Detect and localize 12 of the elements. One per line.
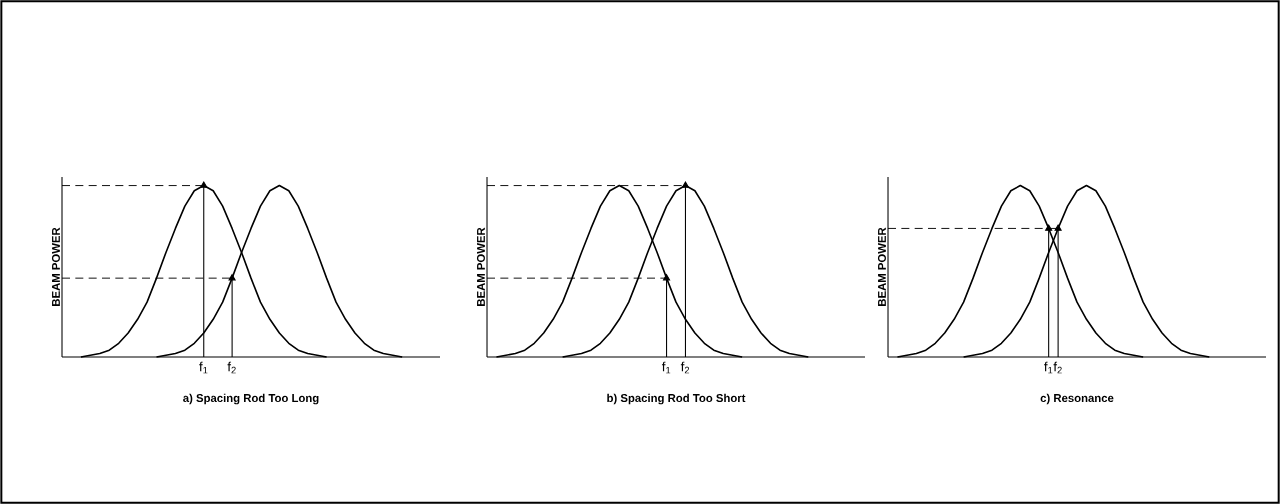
text: c) Resonance [1040, 393, 1114, 405]
y-axis-title: BEAM POWER [877, 227, 886, 306]
text: a) Spacing Rod Too Long [183, 393, 319, 405]
x-tick-label: f$_{2}$ [680, 361, 690, 374]
y-axis-title: BEAM POWER [51, 227, 60, 306]
x-tick-label: f$_{2}$ [227, 361, 236, 374]
x-tick-label: f$_{1}$ [199, 361, 208, 374]
x-tick-label: f$_{2}$ [1053, 361, 1062, 374]
x-tick-label: f$_{1}$ [661, 361, 671, 374]
y-axis-title: BEAM POWER [476, 227, 485, 306]
x-tick-label: f$_{1}$ [1044, 361, 1053, 374]
text: b) Spacing Rod Too Short [607, 393, 746, 405]
